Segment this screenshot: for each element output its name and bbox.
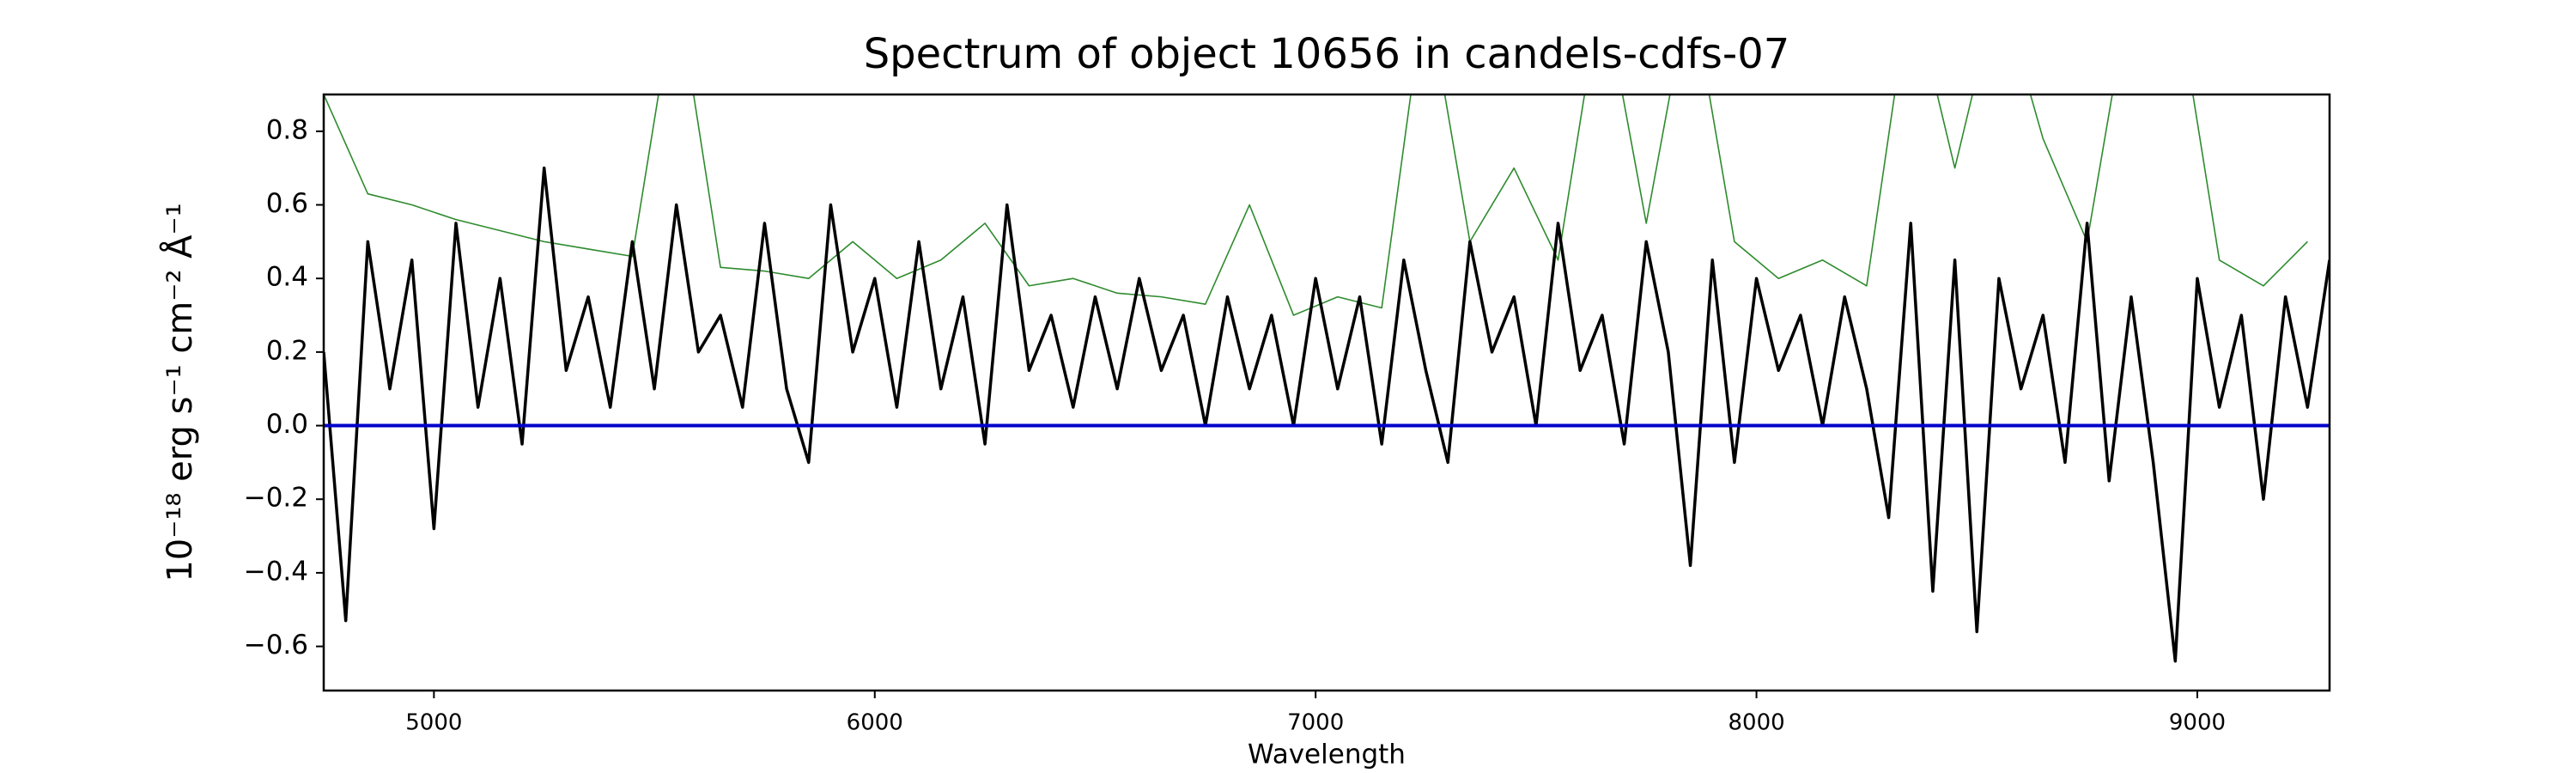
plot-frame <box>322 93 2331 692</box>
y-tick-label: 0.6 <box>266 188 308 219</box>
y-axis-label: 10⁻¹⁸ erg s⁻¹ cm⁻² Å⁻¹ <box>159 203 200 581</box>
x-tick-label: 9000 <box>2169 710 2226 736</box>
y-tick-label: −0.4 <box>244 556 308 587</box>
chart-title: Spectrum of object 10656 in candels-cdfs… <box>864 30 1790 78</box>
y-tick-label: 0.0 <box>266 409 308 440</box>
x-tick-label: 7000 <box>1287 710 1344 736</box>
x-tick-label: 6000 <box>847 710 903 736</box>
x-tick-label: 8000 <box>1728 710 1784 736</box>
y-tick-label: 0.8 <box>266 114 308 145</box>
plot-area <box>324 94 2330 663</box>
series-line <box>324 94 2308 316</box>
y-tick-label: 0.4 <box>266 262 308 293</box>
x-axis-label: Wavelength <box>1248 740 1406 770</box>
x-tick-label: 5000 <box>405 710 462 736</box>
series-line <box>324 166 2330 663</box>
y-tick-label: 0.2 <box>266 335 308 366</box>
y-tick-label: −0.2 <box>244 483 308 514</box>
y-tick-label: −0.6 <box>244 630 308 660</box>
